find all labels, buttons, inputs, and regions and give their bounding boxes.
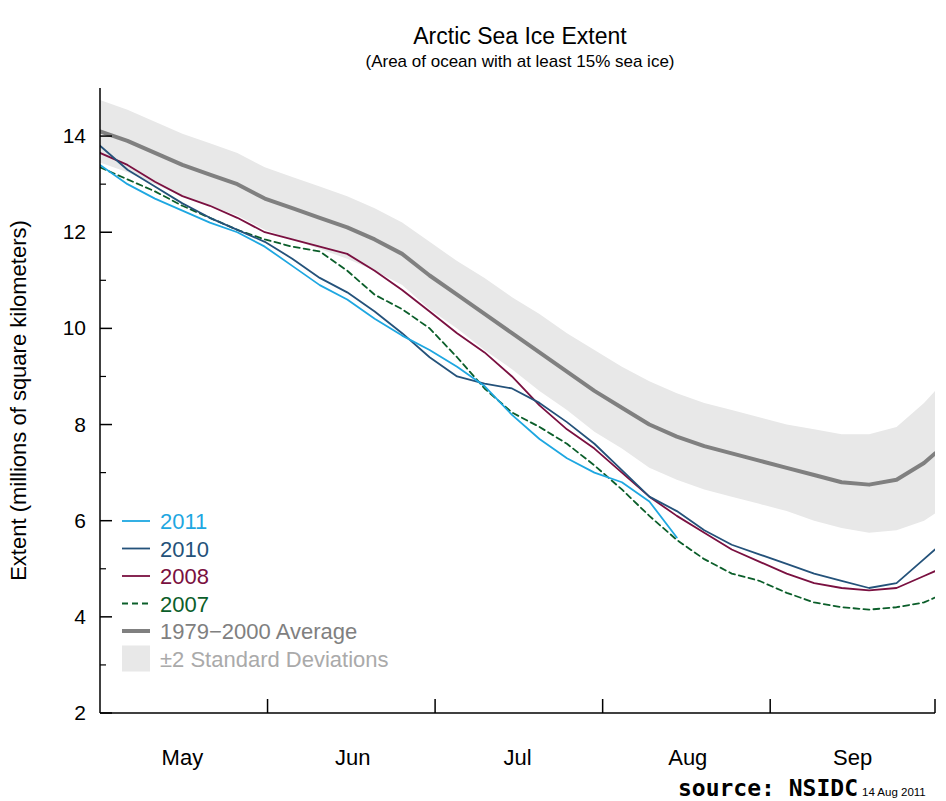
y-tick-label: 14 <box>63 124 87 147</box>
x-tick-mark <box>267 699 269 713</box>
y-tick <box>100 616 112 618</box>
y-minor-tick <box>100 472 106 473</box>
y-minor-tick <box>100 376 106 377</box>
y-tick-label: 6 <box>74 509 86 532</box>
series-line <box>100 131 935 484</box>
legend-swatch <box>122 646 150 672</box>
x-tick-label: Jun <box>335 745 370 770</box>
legend-label: ±2 Standard Deviations <box>160 647 389 672</box>
x-tick-label: Jul <box>503 745 531 770</box>
x-tick-label: May <box>162 745 204 770</box>
y-tick <box>100 712 112 714</box>
y-tick <box>100 135 112 137</box>
y-axis-label: Extent (millions of square kilometers) <box>6 220 31 581</box>
legend-swatch <box>122 603 150 605</box>
x-tick-mark <box>769 699 771 713</box>
y-tick-label: 12 <box>63 220 86 243</box>
series-line <box>100 146 935 588</box>
chart: Arctic Sea Ice Extent (Area of ocean with… <box>0 0 946 801</box>
legend-label: 2011 <box>160 509 207 534</box>
axes: 2 4 6 8 10 12 14 May Jun Jul Aug Sep <box>63 88 935 770</box>
y-minor-tick <box>100 664 106 665</box>
title: Arctic Sea Ice Extent <box>413 23 627 49</box>
subtitle: (Area of ocean with at least 15% sea ice… <box>366 52 675 71</box>
y-tick <box>100 424 112 426</box>
x-tick-label: Sep <box>833 745 872 770</box>
series-line <box>100 153 935 591</box>
x-tick-label: Aug <box>668 745 707 770</box>
date-note: 14 Aug 2011 <box>862 786 926 798</box>
y-minor-tick <box>100 568 106 569</box>
x-axis-line <box>100 712 935 714</box>
legend-label: 2007 <box>160 592 209 617</box>
y-minor-tick <box>100 184 106 185</box>
legend-swatch <box>122 575 150 577</box>
y-tick <box>100 328 112 330</box>
y-axis-line <box>99 88 101 713</box>
y-tick <box>100 520 112 522</box>
x-axis-end-mark <box>934 699 936 713</box>
y-tick <box>100 231 112 233</box>
legend: 2011 20102008 20071979−2000 Average ±2 Stan… <box>122 509 389 672</box>
legend-label: 1979−2000 Average <box>160 619 357 644</box>
source-note: source: NSIDC <box>678 775 858 801</box>
legend-label: 2008 <box>160 564 209 589</box>
x-tick-mark <box>434 699 436 713</box>
plot-area <box>100 100 935 610</box>
legend-swatch <box>122 548 150 550</box>
legend-swatch <box>122 629 150 633</box>
x-tick-mark <box>602 699 604 713</box>
y-tick-label: 2 <box>74 701 86 724</box>
legend-label: 2010 <box>160 537 209 562</box>
deviation-band <box>100 100 935 533</box>
y-tick-label: 4 <box>74 605 86 628</box>
y-tick-label: 10 <box>63 316 86 339</box>
legend-swatch <box>122 520 150 522</box>
y-tick-label: 8 <box>74 413 86 436</box>
series-line <box>100 167 935 609</box>
series-line <box>100 165 677 538</box>
page: {"chart_data": { "type": "line", "title"… <box>0 0 946 801</box>
y-minor-tick <box>100 280 106 281</box>
